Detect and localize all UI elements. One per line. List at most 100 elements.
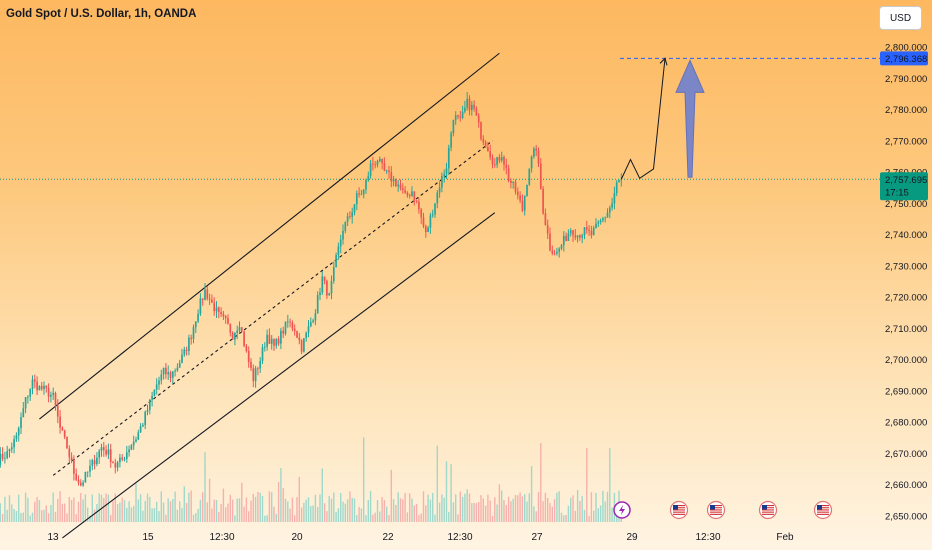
volume-bar — [565, 514, 567, 522]
candle-body — [282, 330, 285, 334]
candle-body — [450, 133, 452, 148]
us-flag-icon[interactable] — [758, 500, 778, 520]
candle-body — [592, 227, 595, 236]
candle — [335, 252, 337, 268]
us-flag-icon[interactable] — [669, 500, 689, 520]
volume-bar — [609, 447, 611, 522]
price-tick-label: 2,670.000 — [885, 449, 927, 460]
candle — [22, 401, 25, 418]
flag-stripe — [762, 507, 774, 509]
candle — [24, 396, 27, 414]
time-tick-label: 20 — [291, 532, 303, 543]
candle — [406, 191, 409, 198]
candle-body — [475, 108, 478, 116]
candle — [270, 335, 273, 350]
candle — [91, 458, 94, 471]
candle-body — [390, 172, 393, 182]
us-flag-icon[interactable] — [706, 500, 726, 520]
volume-bar — [197, 508, 199, 522]
candle — [192, 324, 195, 344]
volume-bar — [4, 496, 6, 522]
candle-body — [452, 120, 455, 134]
volume-bar — [406, 512, 409, 522]
candle-body — [424, 226, 427, 233]
price-tick-label: 2,790.000 — [885, 74, 927, 85]
volume-bar — [57, 498, 59, 522]
candle-body — [169, 372, 172, 378]
candle-body — [77, 479, 80, 483]
volume-bar — [392, 499, 395, 522]
time-tick-label: 12:30 — [695, 532, 720, 543]
price-tick-label: 2,720.000 — [885, 293, 927, 304]
candle — [109, 443, 112, 468]
candle-body — [445, 168, 448, 175]
candle-body — [558, 248, 561, 252]
candle — [128, 445, 130, 457]
candle-body — [190, 337, 193, 339]
candle — [79, 479, 82, 487]
candle-body — [160, 374, 163, 381]
volume-bar — [20, 512, 22, 522]
candle-body — [192, 327, 195, 339]
candle-body — [61, 427, 64, 431]
candle — [599, 218, 602, 225]
candle — [137, 429, 140, 441]
volume-bar — [50, 504, 52, 522]
candle — [201, 298, 204, 306]
candle — [286, 314, 289, 328]
volume-bar — [422, 491, 425, 522]
candle — [13, 435, 15, 454]
candle-body — [142, 424, 144, 427]
candle-body — [197, 313, 199, 322]
candle-body — [528, 168, 531, 185]
candle — [144, 410, 147, 430]
candle-body — [420, 209, 423, 218]
volume-bar — [220, 503, 222, 522]
volume-bar — [402, 499, 404, 522]
candle-body — [422, 217, 425, 227]
time-tick-label: 29 — [626, 532, 638, 543]
candle-body — [487, 147, 489, 151]
volume-bar — [369, 490, 372, 522]
candle-body — [599, 220, 602, 223]
volume-bar — [388, 514, 390, 522]
candle — [551, 245, 554, 256]
candle-body — [36, 381, 38, 391]
volume-bar — [149, 496, 151, 522]
candle-body — [109, 449, 112, 463]
candle-body — [608, 207, 611, 213]
volume-bar — [222, 488, 225, 522]
candle-body — [245, 345, 248, 352]
flag-stripe — [817, 513, 829, 515]
currency-button[interactable]: USD — [879, 6, 922, 30]
lightning-icon[interactable] — [613, 501, 631, 519]
candle-body — [620, 179, 623, 181]
volume-bar — [349, 491, 351, 522]
candle-body — [45, 385, 48, 388]
candle — [215, 301, 218, 319]
volume-bar — [590, 492, 593, 522]
volume-bar — [570, 497, 572, 522]
candle — [73, 455, 75, 481]
volume-bar — [342, 501, 344, 522]
candle-body — [339, 239, 342, 247]
candle-body — [482, 139, 485, 143]
candle-body — [50, 394, 52, 397]
volume-bar — [597, 508, 599, 522]
flag-stripe — [710, 505, 722, 507]
us-flag-icon[interactable] — [813, 500, 833, 520]
candle — [326, 279, 328, 299]
candle-body — [268, 334, 271, 344]
candle-body — [581, 235, 584, 238]
candle — [114, 458, 117, 474]
projection-arrowhead — [659, 57, 668, 66]
candle-body — [376, 161, 379, 165]
candle-body — [604, 217, 607, 219]
candle — [236, 325, 239, 340]
candle — [339, 234, 342, 254]
candle — [82, 480, 84, 487]
candle-body — [119, 457, 121, 463]
candle — [401, 183, 404, 194]
